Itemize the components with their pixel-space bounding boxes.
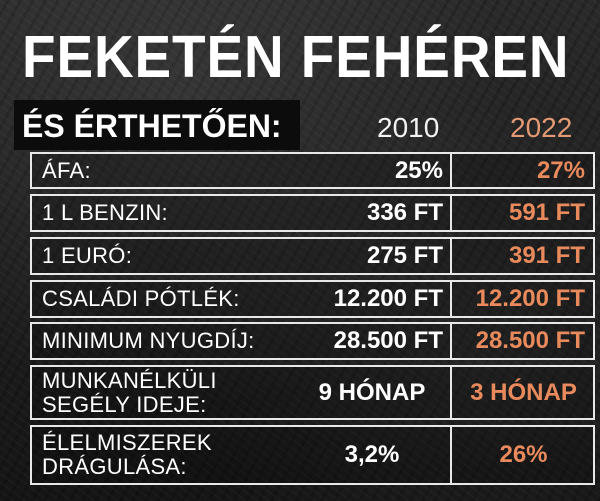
value-2022: 591 FT (508, 199, 585, 226)
row-label: 1 L BENZIN: (42, 200, 168, 225)
value-2022: 26% (499, 441, 548, 468)
column-divider (450, 152, 452, 189)
value-2010: 336 FT (366, 199, 443, 226)
subtitle: ÉS ÉRTHETŐEN: (22, 108, 282, 144)
column-divider (450, 425, 452, 485)
row-label-line-2: SEGÉLY IDEJE: (42, 391, 207, 417)
subtitle-box (14, 100, 300, 150)
value-2022: 28.500 FT (475, 327, 585, 354)
value-2010: 275 FT (366, 242, 443, 269)
value-2010: 9 HÓNAP (318, 378, 426, 406)
table-row-csaladi-potlek: CSALÁDI PÓTLÉK: 12.200 FT 12.200 FT (30, 280, 595, 318)
table-row-afa: ÁFA: 25% 27% (30, 152, 595, 189)
value-2010: 12.200 FT (333, 285, 443, 312)
table-row-benzin: 1 L BENZIN: 336 FT 591 FT (30, 194, 595, 232)
row-label-line-1: ÉLELMISZEREK (42, 430, 212, 455)
column-divider (450, 322, 452, 360)
column-divider (450, 280, 452, 318)
column-divider (450, 194, 452, 232)
value-2010: 3,2% (344, 441, 400, 468)
row-label: 1 EURÓ: (42, 243, 133, 268)
row-label: CSALÁDI PÓTLÉK: (42, 286, 240, 311)
table-row-euro: 1 EURÓ: 275 FT 391 FT (30, 237, 595, 275)
row-label: ÁFA: (42, 157, 91, 183)
table-row-munkanelkuli-segely: MUNKANÉLKÜLI SEGÉLY IDEJE: 9 HÓNAP 3 HÓN… (30, 365, 595, 420)
row-label-line-1: MUNKANÉLKÜLI (42, 367, 217, 393)
value-2010: 25% (394, 156, 443, 184)
value-2022: 27% (536, 156, 585, 184)
main-title: FEKETÉN FEHÉREN (22, 24, 570, 90)
column-divider (450, 365, 452, 420)
value-2022: 12.200 FT (475, 285, 585, 312)
value-2022: 3 HÓNAP (470, 378, 577, 406)
value-2010: 28.500 FT (333, 327, 443, 354)
row-label: MINIMUM NYUGDÍJ: (42, 328, 255, 353)
value-2022: 391 FT (508, 242, 585, 269)
table-row-minimum-nyugdij: MINIMUM NYUGDÍJ: 28.500 FT 28.500 FT (30, 322, 595, 360)
year-2022-header: 2022 (510, 112, 573, 143)
table-row-elelmiszerek-dragulasa: ÉLELMISZEREK DRÁGULÁSA: 3,2% 26% (30, 425, 595, 485)
column-divider (450, 237, 452, 275)
row-label: MUNKANÉLKÜLI SEGÉLY IDEJE: (42, 367, 217, 418)
row-label: ÉLELMISZEREK DRÁGULÁSA: (42, 427, 212, 483)
year-2010-header: 2010 (377, 112, 440, 143)
row-label-line-2: DRÁGULÁSA: (42, 454, 187, 479)
